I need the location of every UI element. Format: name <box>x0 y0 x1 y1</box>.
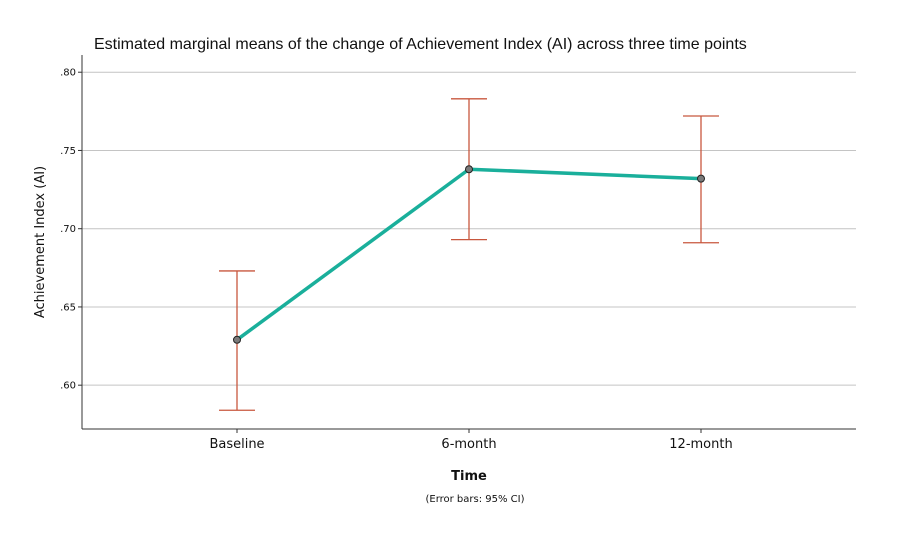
y-tick-label: .75 <box>60 146 76 157</box>
error-bar-note: (Error bars: 95% CI) <box>425 494 524 505</box>
x-tick-label: Baseline <box>209 437 264 452</box>
x-tick-label: 12-month <box>669 437 732 452</box>
y-tick-label: .70 <box>60 224 76 235</box>
x-tick-labels: Baseline 6-month 12-month <box>209 429 733 452</box>
data-point <box>465 165 473 174</box>
data-points <box>233 165 705 344</box>
y-tick-label: .80 <box>60 68 76 79</box>
gridlines <box>78 71 856 386</box>
y-axis-label: Achievement Index (AI) <box>33 166 48 318</box>
y-tick-labels: .60 .65 .70 .75 .80 <box>60 68 76 392</box>
x-axis-label: Time <box>451 469 487 484</box>
y-tick-label: .60 <box>60 381 76 392</box>
data-point <box>697 174 705 183</box>
error-bars <box>219 98 719 411</box>
data-point <box>233 335 241 344</box>
y-tick-label: .65 <box>60 302 76 313</box>
x-tick-label: 6-month <box>441 437 496 452</box>
chart-title: Estimated marginal means of the change o… <box>94 36 747 53</box>
